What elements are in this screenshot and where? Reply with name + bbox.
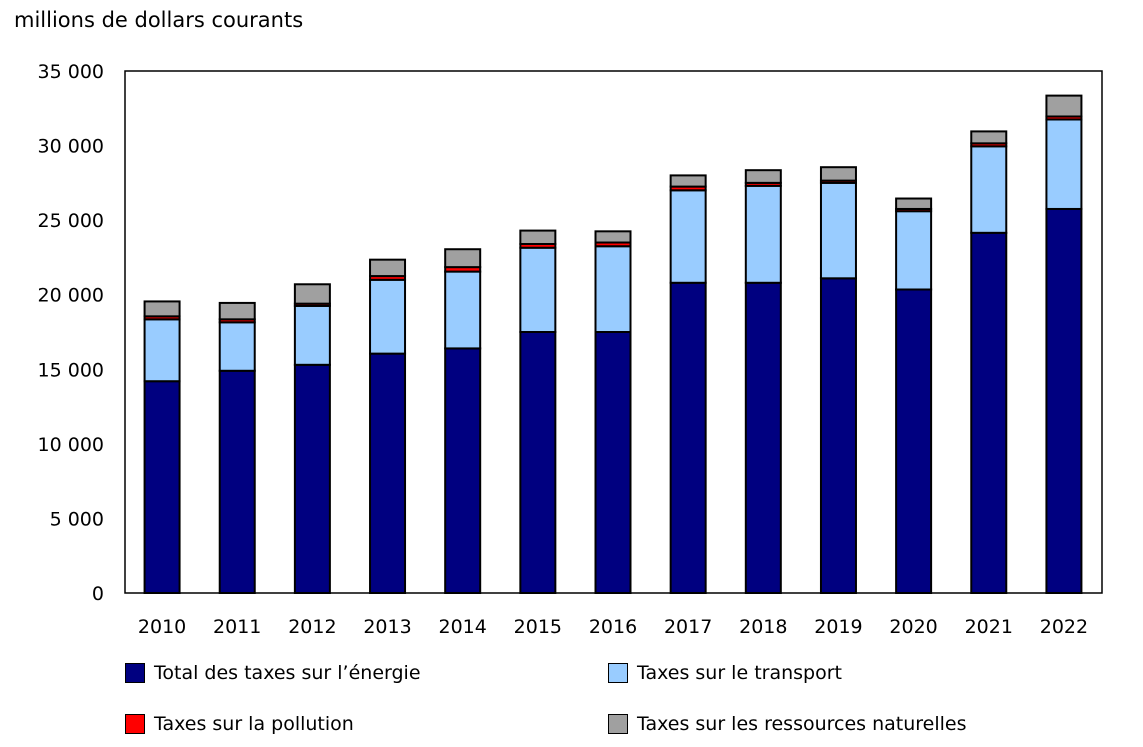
legend-label: Taxes sur la pollution	[154, 713, 354, 735]
bar-2010-series-3	[143, 300, 181, 318]
bar-2019-series-3	[819, 166, 857, 182]
x-tick-label: 2019	[814, 616, 862, 638]
y-tick-label: 15 000	[38, 359, 104, 381]
y-tick-label: 30 000	[38, 136, 104, 158]
bar-2018-series-3	[744, 169, 782, 184]
bar-2021-series-3	[970, 130, 1008, 145]
bar-2010-series-1	[143, 318, 181, 383]
y-tick-label: 35 000	[38, 61, 104, 83]
bar-2017-series-3	[669, 174, 707, 188]
bar-2018-series-0	[744, 281, 782, 594]
bar-2014-series-1	[444, 270, 482, 350]
x-tick-label: 2015	[514, 616, 562, 638]
bar-2020-series-3	[895, 197, 933, 210]
legend-swatch	[125, 714, 145, 734]
plot-frame	[124, 70, 1103, 594]
x-tick-label: 2012	[288, 616, 336, 638]
x-tick-label: 2020	[889, 616, 937, 638]
bar-2022-series-0	[1045, 207, 1083, 594]
plot-area: 0 5 000 10 000 15 000 20 000 25 000 30 000 35 0…	[38, 61, 1103, 638]
bar-2017-series-1	[669, 189, 707, 284]
bar-2020-series-0	[895, 288, 933, 594]
bar-2015-series-1	[519, 246, 557, 333]
y-tick-label: 10 000	[38, 434, 104, 456]
bar-2015-series-0	[519, 331, 557, 594]
bar-2020-series-1	[895, 210, 933, 291]
bar-2012-series-1	[293, 304, 331, 366]
bar-2013-series-0	[369, 352, 407, 594]
y-tick-label: 25 000	[38, 210, 104, 232]
bar-2017-series-0	[669, 281, 707, 594]
bar-2022-series-3	[1045, 94, 1083, 118]
x-tick-label: 2014	[439, 616, 487, 638]
x-tick-label: 2017	[664, 616, 712, 638]
bar-2016-series-0	[594, 331, 632, 594]
x-tick-label: 2016	[589, 616, 637, 638]
bar-2021-series-0	[970, 231, 1008, 594]
y-tick-label: 20 000	[38, 285, 104, 307]
bar-2010-series-0	[143, 380, 181, 594]
bar-2012-series-0	[293, 363, 331, 594]
x-tick-label: 2013	[363, 616, 411, 638]
legend-label: Taxes sur les ressources naturelles	[637, 713, 967, 735]
bar-2019-series-1	[819, 181, 857, 280]
legend-item-energy: Total des taxes sur l’énergie	[125, 662, 421, 684]
bar-2022-series-1	[1045, 118, 1083, 210]
bar-2014-series-0	[444, 347, 482, 594]
y-tick-label: 5 000	[50, 508, 104, 530]
legend-swatch	[125, 663, 145, 683]
legend-swatch	[608, 663, 628, 683]
bar-2018-series-1	[744, 184, 782, 284]
bar-2013-series-1	[369, 278, 407, 355]
x-tick-label: 2018	[739, 616, 787, 638]
bar-2011-series-1	[218, 321, 256, 372]
bar-2021-series-1	[970, 145, 1008, 234]
legend-item-pollution: Taxes sur la pollution	[125, 713, 354, 735]
bar-2016-series-1	[594, 245, 632, 333]
bar-2011-series-3	[218, 301, 256, 321]
bar-2019-series-0	[819, 277, 857, 594]
legend-item-resources: Taxes sur les ressources naturelles	[608, 713, 967, 735]
y-tick-label: 0	[92, 583, 104, 605]
legend-item-transport: Taxes sur le transport	[608, 662, 842, 684]
legend-swatch	[608, 714, 628, 734]
bar-2011-series-0	[218, 369, 256, 594]
bar-2012-series-3	[293, 283, 331, 305]
bar-2015-series-3	[519, 229, 557, 246]
legend-label: Total des taxes sur l’énergie	[154, 662, 421, 684]
x-tick-label: 2010	[138, 616, 186, 638]
bar-2014-series-3	[444, 248, 482, 269]
legend-label: Taxes sur le transport	[637, 662, 842, 684]
y-axis-label: millions de dollars courants	[14, 8, 304, 32]
x-tick-label: 2021	[965, 616, 1013, 638]
x-tick-label: 2011	[213, 616, 261, 638]
bar-2013-series-3	[369, 258, 407, 278]
bar-2016-series-3	[594, 230, 632, 244]
x-tick-label: 2022	[1040, 616, 1088, 638]
